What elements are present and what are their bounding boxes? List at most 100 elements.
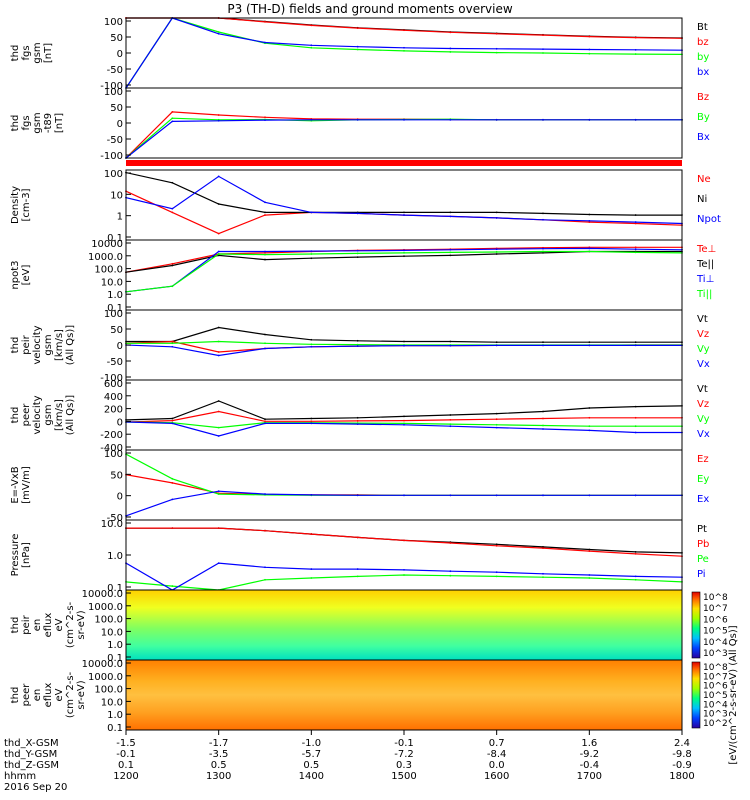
y-axis-label: (cm^2-s- — [65, 671, 76, 718]
y-tick-label: 1000.0 — [88, 672, 123, 683]
y-tick-label: 10.0 — [101, 697, 123, 708]
data-point — [264, 116, 266, 119]
data-point — [495, 253, 498, 255]
data-point — [495, 575, 498, 578]
data-point — [542, 547, 544, 550]
panel-density: 100 10 1 0.1 Density [cm-3] Ne Ni Npot — [10, 169, 721, 244]
data-point — [264, 493, 266, 495]
legend-entry: Vy — [697, 344, 710, 355]
data-point — [634, 214, 637, 216]
y-tick-label: 0 — [117, 119, 123, 130]
data-point — [634, 118, 637, 121]
x-tick-label: 1700 — [577, 771, 602, 782]
data-point — [171, 527, 174, 529]
data-point — [403, 419, 405, 422]
colorbar-tick-label: 10^3 — [703, 710, 728, 720]
data-point — [588, 344, 591, 347]
data-point — [495, 248, 498, 251]
data-point — [403, 214, 405, 216]
x-tick-label: 1.6 — [581, 738, 597, 749]
y-axis-label: peir — [21, 334, 32, 354]
panel-fgs: 100 50 0 -50 -100 thd fgs gsm [nT] Bt bz by bx — [10, 17, 709, 92]
series-line-Pb — [126, 527, 683, 557]
x-tick-label: 1200 — [113, 771, 138, 782]
legend-entry: Ti⊥ — [696, 274, 714, 285]
colorbar-tick-label: 10^2 — [703, 719, 728, 729]
x-tick-label: -1.7 — [209, 738, 229, 749]
data-point — [634, 221, 637, 223]
data-point — [588, 118, 591, 121]
y-tick-label: 100.0 — [94, 615, 123, 626]
y-tick-label: -100 — [100, 373, 123, 384]
series-line-By — [125, 117, 682, 159]
y-tick-label: 50 — [110, 470, 123, 481]
data-point — [264, 201, 266, 204]
x-tick-label: -9.8 — [672, 749, 692, 760]
data-point — [588, 219, 591, 222]
data-point — [356, 416, 359, 419]
y-tick-label: 1.0 — [107, 290, 123, 301]
legend-entry: Te|| — [696, 259, 714, 270]
data-point — [356, 494, 359, 497]
data-point — [403, 415, 405, 418]
y-tick-label: 10.0 — [101, 627, 123, 638]
legend-entry: Ti|| — [696, 289, 712, 300]
y-tick-label: 10.0 — [101, 519, 123, 530]
data-point — [495, 543, 498, 546]
data-point — [495, 211, 498, 214]
spectrogram — [126, 660, 682, 730]
colorbar-tick-label: 10^8 — [703, 593, 728, 603]
y-axis-label: thd — [10, 687, 21, 704]
panel-peer-en-spec: 10^810^710^610^510^410^310^2 10000.0 1000.… — [10, 659, 728, 734]
data-point — [542, 250, 544, 253]
panel-frame — [125, 519, 683, 591]
x-tick-label: 0.7 — [489, 738, 505, 749]
data-point — [588, 52, 591, 55]
series-line-bz — [126, 17, 683, 39]
data-point — [588, 407, 591, 409]
data-point — [310, 577, 313, 579]
data-point — [495, 544, 498, 547]
y-axis-label: sr-eV) — [76, 610, 87, 639]
series-line-Pi — [125, 562, 683, 591]
x-tick-label: -5.7 — [302, 749, 322, 760]
data-point — [217, 410, 220, 413]
data-point — [310, 24, 313, 27]
data-point — [634, 405, 637, 408]
legend-entry: bx — [697, 67, 709, 78]
data-point — [356, 45, 359, 48]
data-point — [495, 418, 498, 421]
data-point — [449, 423, 452, 425]
data-point — [542, 341, 544, 344]
data-point — [542, 212, 544, 215]
data-point — [588, 213, 591, 216]
y-axis-label: gsm — [32, 42, 43, 63]
x-tick-label: 1800 — [669, 771, 694, 782]
data-point — [264, 119, 266, 122]
data-point — [403, 423, 405, 426]
figure-title: P3 (TH-D) fields and ground moments over… — [227, 2, 512, 16]
data-point — [495, 341, 498, 344]
x-tick-label: -8.4 — [487, 749, 507, 760]
legend-entry: Bx — [697, 132, 710, 143]
data-point — [449, 31, 452, 34]
y-tick-label: 0.1 — [107, 653, 123, 664]
data-point — [634, 578, 637, 581]
data-point — [264, 251, 266, 254]
y-axis-label: thd — [10, 407, 21, 424]
data-point — [171, 345, 174, 348]
data-point — [634, 552, 637, 555]
x-tick-label: -0.1 — [394, 738, 414, 749]
series-line-Ey — [125, 453, 682, 496]
data-point — [542, 572, 544, 575]
panel-fgs-t89: 100 50 0 -50 -100 thd fgs gsm -t89 [nT] Bz By Bx — [10, 87, 710, 162]
data-point — [171, 211, 174, 214]
legend-entry: Vy — [697, 414, 710, 425]
legend-entry: Ey — [697, 474, 709, 485]
x-tick-label: -1.0 — [302, 738, 322, 749]
data-point — [449, 340, 452, 343]
legend-entry: Ni — [697, 194, 707, 205]
data-point — [542, 576, 544, 579]
y-tick-label: 50 — [110, 103, 123, 114]
data-point — [403, 211, 405, 214]
